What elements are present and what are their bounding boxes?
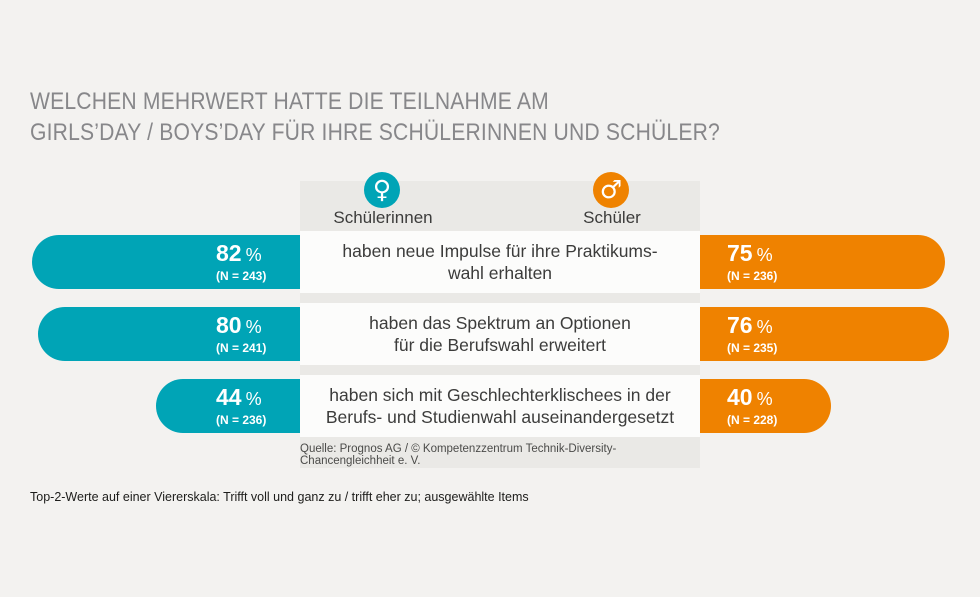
statement-2-line1: haben das Spektrum an Optionen [369,313,631,333]
bar-value: 76 [727,312,753,338]
statement-box-3: haben sich mit Geschlechterklischees in … [300,375,700,437]
bar-label-2-left: 80% (N = 241) [216,313,274,355]
male-symbol: ♂ [599,175,623,204]
page-title-line1: WELCHEN MEHRWERT HATTE DIE TEILNAHME AM [30,88,549,115]
statement-1-line1: haben neue Impulse für ihre Praktikums- [342,241,658,261]
bar-schueler-3: 40% (N = 228) [700,379,831,433]
bar-value: 80 [216,312,242,338]
statement-box-2: haben das Spektrum an Optionen für die B… [300,303,700,365]
legend-label-schuelerinnen: Schülerinnen [333,208,433,227]
bar-schuelerinnen-3: 44% (N = 236) [156,379,300,433]
page-title-line2: GIRLS’DAY / BOYS’DAY FÜR IHRE SCHÜLERINN… [30,119,720,146]
bar-label-1-left: 82% (N = 243) [216,241,274,283]
female-symbol: ♀ [372,175,392,204]
page-title: WELCHEN MEHRWERT HATTE DIE TEILNAHME AM … [30,86,720,148]
percent-sign: % [756,389,773,409]
female-icon: ♀ [364,172,400,208]
sample-size: (N = 241) [216,341,267,355]
percent-sign: % [245,389,262,409]
legend-label-schueler: Schüler [583,208,641,227]
statement-3-line2: Berufs- und Studienwahl auseinandergeset… [325,407,675,427]
bar-schueler-2: 76% (N = 235) [700,307,949,361]
sample-size: (N = 236) [216,413,267,427]
percent-sign: % [245,317,262,337]
statement-1-line2: wahl erhalten [447,263,553,283]
bar-value: 44 [216,384,242,410]
male-icon: ♂ [593,172,629,208]
bar-label-3-right: 40% (N = 228) [727,385,777,427]
statement-3-line1: haben sich mit Geschlechterklischees in … [329,385,671,405]
percent-sign: % [245,245,262,265]
sample-size: (N = 235) [727,341,778,355]
bar-label-1-right: 75% (N = 236) [727,241,777,283]
statement-2-line2: für die Berufswahl erweitert [393,335,607,355]
bar-schuelerinnen-2: 80% (N = 241) [38,307,300,361]
statement-box-1: haben neue Impulse für ihre Praktikums- … [300,231,700,293]
bar-label-2-right: 76% (N = 235) [727,313,777,355]
bar-value: 75 [727,240,753,266]
bar-schuelerinnen-1: 82% (N = 243) [32,235,300,289]
sample-size: (N = 243) [216,269,267,283]
source-note: Quelle: Prognos AG / © Kompetenzzentrum … [300,442,617,467]
bar-label-3-left: 44% (N = 236) [216,385,274,427]
percent-sign: % [756,245,773,265]
bar-schueler-1: 75% (N = 236) [700,235,945,289]
sample-size: (N = 228) [727,413,778,427]
bar-value: 40 [727,384,753,410]
bar-value: 82 [216,240,242,266]
footnote: Top-2-Werte auf einer Viererskala: Triff… [30,490,529,504]
sample-size: (N = 236) [727,269,778,283]
percent-sign: % [756,317,773,337]
